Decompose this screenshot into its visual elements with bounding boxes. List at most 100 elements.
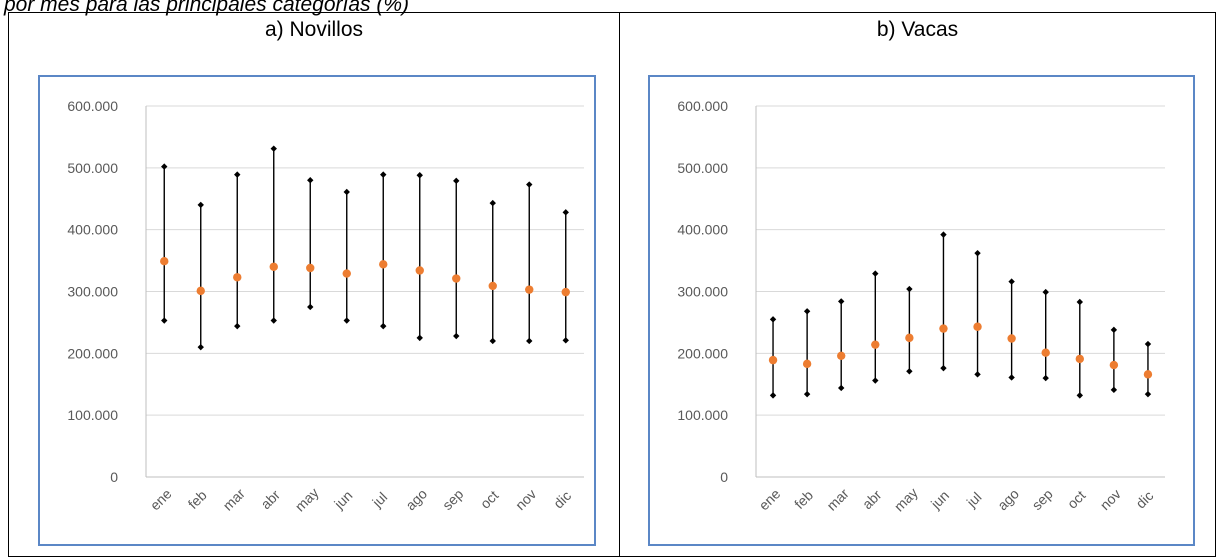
y-tick-label: 400.000 — [677, 222, 728, 238]
mean-marker-novillos-nov — [525, 285, 534, 294]
min-marker-vacas-dic — [1144, 390, 1152, 398]
x-tick-label: jul — [963, 489, 985, 511]
max-marker-vacas-feb — [803, 308, 811, 315]
x-tick-label: sep — [439, 486, 466, 513]
max-marker-novillos-feb — [197, 201, 204, 209]
min-marker-vacas-oct — [1076, 392, 1083, 399]
min-marker-vacas-nov — [1110, 386, 1118, 394]
x-tick-label: jul — [368, 489, 390, 511]
mean-marker-novillos-ago — [415, 266, 424, 275]
min-marker-novillos-oct — [489, 337, 496, 345]
min-marker-novillos-ago — [416, 334, 423, 342]
chart-vacas: 0 100.000 200.000 300.000 400.000 500.000 600.… — [677, 98, 1165, 514]
max-marker-novillos-abr — [270, 145, 277, 152]
mean-marker-vacas-jun — [939, 324, 948, 333]
max-marker-novillos-ene — [161, 163, 168, 170]
mean-marker-vacas-jul — [973, 322, 982, 331]
mean-marker-vacas-dic — [1143, 370, 1153, 379]
min-marker-vacas-abr — [872, 377, 879, 384]
max-marker-vacas-nov — [1110, 326, 1118, 334]
mean-marker-vacas-nov — [1109, 360, 1119, 370]
max-marker-vacas-jul — [974, 249, 981, 257]
max-marker-vacas-ago — [1008, 278, 1015, 285]
x-tick-label: jun — [330, 487, 355, 512]
max-marker-novillos-sep — [453, 177, 460, 185]
min-marker-vacas-jul — [974, 371, 981, 378]
chart-area-vacas: 0 100.000 200.000 300.000 400.000 500.000 600.… — [648, 75, 1195, 546]
max-marker-novillos-oct — [489, 199, 496, 207]
y-tick-label: 0 — [720, 469, 728, 485]
x-tick-label: mar — [823, 485, 852, 514]
max-marker-vacas-oct — [1076, 298, 1083, 306]
mean-marker-novillos-feb — [196, 286, 205, 296]
y-tick-label: 400.000 — [67, 222, 118, 238]
x-tick-label: may — [292, 484, 322, 514]
max-marker-novillos-ago — [416, 172, 423, 179]
max-marker-novillos-may — [307, 177, 314, 184]
min-marker-vacas-feb — [803, 390, 811, 398]
y-tick-label: 200.000 — [67, 345, 118, 361]
x-tick-label: mar — [220, 485, 249, 514]
min-marker-vacas-ene — [769, 392, 777, 399]
mean-marker-vacas-ago — [1007, 334, 1016, 343]
min-marker-vacas-may — [906, 368, 913, 375]
x-tick-label: ene — [756, 485, 784, 513]
max-marker-novillos-dic — [562, 209, 569, 216]
x-tick-label: dic — [1132, 487, 1156, 511]
min-marker-vacas-jun — [940, 364, 947, 372]
max-marker-novillos-mar — [234, 171, 241, 178]
min-marker-novillos-dic — [562, 337, 569, 344]
mean-marker-novillos-mar — [233, 273, 242, 282]
min-marker-novillos-sep — [453, 332, 460, 340]
y-tick-label: 500.000 — [677, 160, 728, 176]
min-marker-novillos-jul — [380, 322, 387, 330]
max-marker-vacas-abr — [872, 270, 879, 277]
min-marker-vacas-sep — [1042, 374, 1049, 382]
mean-marker-vacas-ene — [768, 355, 778, 365]
y-tick-label: 100.000 — [677, 407, 728, 423]
y-tick-label: 100.000 — [67, 407, 118, 423]
max-marker-novillos-nov — [526, 181, 533, 188]
x-tick-label: dic — [550, 487, 574, 511]
x-tick-label: ago — [994, 485, 1022, 513]
x-tick-label: feb — [185, 487, 210, 512]
mean-marker-novillos-dic — [561, 287, 570, 297]
x-tick-label: nov — [512, 486, 539, 513]
x-tick-label: abr — [859, 486, 885, 512]
x-tick-label: oct — [477, 487, 502, 512]
min-marker-vacas-ago — [1008, 374, 1015, 381]
mean-marker-novillos-ene — [160, 257, 169, 266]
min-marker-novillos-ene — [161, 317, 168, 324]
min-marker-novillos-jun — [343, 317, 350, 324]
mean-marker-novillos-jun — [342, 269, 351, 278]
mean-marker-vacas-mar — [837, 351, 846, 361]
x-tick-label: oct — [1064, 487, 1089, 512]
max-marker-novillos-jul — [380, 171, 387, 178]
x-tick-label: jun — [927, 487, 952, 512]
mean-marker-vacas-sep — [1041, 348, 1050, 357]
min-marker-novillos-may — [307, 303, 314, 311]
max-marker-vacas-may — [906, 285, 913, 293]
x-tick-label: sep — [1029, 486, 1056, 513]
mean-marker-novillos-abr — [269, 262, 278, 271]
x-tick-label: ago — [402, 485, 430, 513]
mean-marker-novillos-may — [306, 263, 315, 273]
y-tick-label: 0 — [110, 469, 118, 485]
y-tick-label: 600.000 — [677, 98, 728, 114]
mean-marker-novillos-sep — [452, 274, 461, 283]
x-tick-label: feb — [791, 487, 816, 512]
x-tick-label: abr — [257, 486, 283, 512]
y-tick-label: 300.000 — [67, 284, 118, 300]
max-marker-novillos-jun — [343, 188, 350, 196]
max-marker-vacas-jun — [940, 231, 947, 238]
chart-title-vacas: b) Vacas — [876, 18, 959, 41]
mean-marker-novillos-oct — [488, 281, 497, 291]
mean-marker-vacas-oct — [1075, 354, 1084, 364]
x-tick-label: may — [891, 484, 921, 514]
mean-marker-vacas-feb — [802, 359, 812, 369]
max-marker-vacas-ene — [769, 316, 777, 323]
max-marker-vacas-mar — [838, 298, 845, 305]
max-marker-vacas-dic — [1144, 340, 1152, 348]
chart-novillos: 0 100.000 200.000 300.000 400.000 500.000 600.… — [67, 98, 584, 514]
y-tick-label: 600.000 — [67, 98, 118, 114]
